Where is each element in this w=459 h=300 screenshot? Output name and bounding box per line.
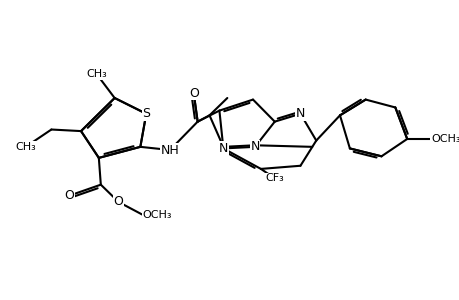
Text: S: S bbox=[142, 107, 150, 120]
Text: NH: NH bbox=[160, 143, 179, 157]
Text: N: N bbox=[295, 107, 304, 120]
Text: N: N bbox=[250, 140, 259, 153]
Text: N: N bbox=[218, 142, 228, 155]
Text: O: O bbox=[64, 189, 74, 202]
Text: CF₃: CF₃ bbox=[265, 173, 284, 183]
Text: CH₃: CH₃ bbox=[15, 142, 36, 152]
Text: OCH₃: OCH₃ bbox=[142, 210, 172, 220]
Text: CH₃: CH₃ bbox=[86, 69, 107, 80]
Text: O: O bbox=[188, 87, 198, 100]
Text: OCH₃: OCH₃ bbox=[430, 134, 459, 144]
Text: O: O bbox=[113, 196, 123, 208]
